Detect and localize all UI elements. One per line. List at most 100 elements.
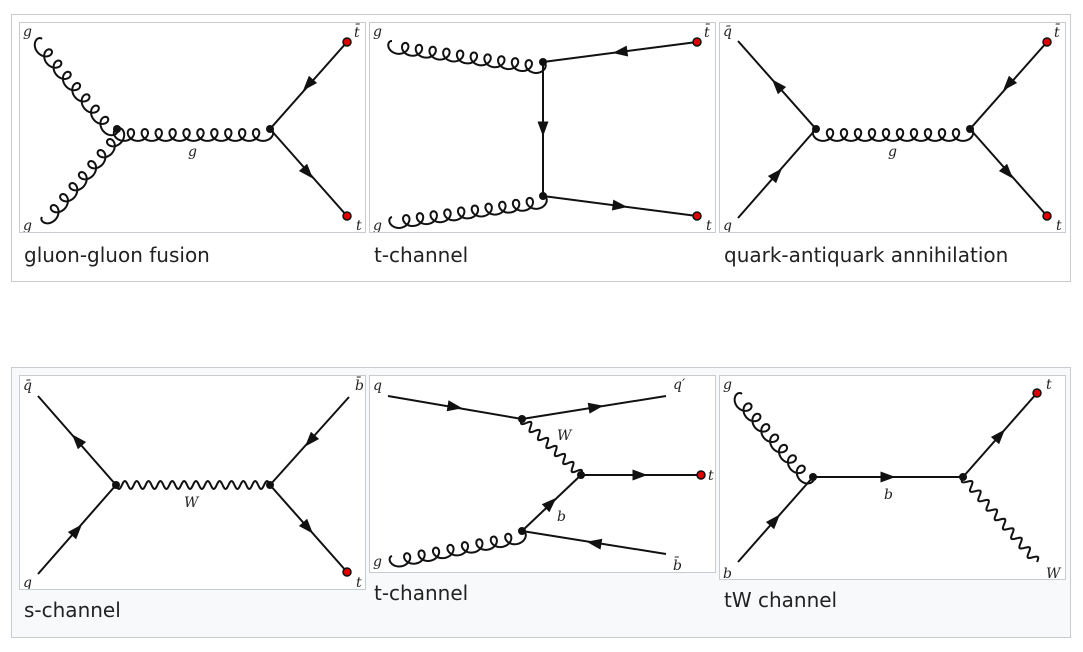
arrow — [587, 402, 604, 414]
particle-label: g — [23, 218, 32, 233]
top-quark-endpoint — [342, 567, 352, 577]
arrow — [1003, 75, 1018, 91]
arrow — [998, 163, 1013, 179]
caption-quark-antiquark-annihilation: quark-antiquark annihilation — [724, 243, 1009, 267]
top-quark-endpoint — [1042, 211, 1052, 221]
particle-label: b — [884, 487, 893, 503]
particle-label: t̄ — [704, 23, 711, 41]
vertex — [812, 125, 820, 133]
particle-label: t — [1056, 218, 1062, 233]
feynman-diagram-svg: q̄ q g t̄ t — [723, 23, 1062, 233]
particle-label: t — [356, 218, 362, 233]
w-boson-propagator — [115, 479, 271, 491]
vertex — [577, 471, 585, 479]
diagram-gluon-gluon-fusion[interactable]: g g g t̄ t — [19, 22, 366, 233]
particle-label: b̄ — [673, 556, 682, 573]
particle-label: q′ — [673, 377, 686, 393]
caption-s-channel: s-channel — [24, 598, 121, 622]
arrow — [446, 400, 463, 412]
feynman-diagram-svg: g g t̄ t — [373, 23, 712, 233]
vertex — [959, 473, 967, 481]
particle-label: W — [1046, 566, 1062, 580]
particle-label: t — [708, 468, 714, 484]
particle-label: t — [706, 218, 712, 233]
arrow — [880, 471, 896, 483]
diagram-s-channel[interactable]: q̄ q W b̄ t — [19, 375, 366, 590]
gluon-line — [387, 40, 547, 74]
gluon-line — [733, 391, 815, 485]
arrow — [611, 199, 628, 211]
top-quark-endpoint — [696, 470, 706, 480]
w-boson-line — [960, 476, 1040, 563]
arrow — [612, 45, 629, 57]
gluon-propagator — [811, 127, 975, 142]
vertex — [518, 527, 526, 535]
particle-label: g — [373, 218, 382, 233]
particle-label: W — [184, 495, 200, 511]
top-quark-endpoint — [692, 211, 702, 221]
vertex — [966, 125, 974, 133]
arrow — [990, 429, 1005, 445]
particle-label: b — [557, 509, 566, 525]
diagram-t-channel-single-top[interactable]: q q′ W t b g b̄ — [369, 375, 716, 573]
arrow — [586, 538, 603, 550]
particle-label: b — [723, 566, 732, 580]
top-quark-endpoint — [342, 37, 352, 47]
arrow — [541, 497, 557, 513]
particle-label: t — [1046, 377, 1052, 393]
w-boson-propagator — [520, 418, 583, 476]
top-quark-endpoint — [1042, 37, 1052, 47]
vertex — [539, 58, 547, 66]
caption-t-channel-single-top: t-channel — [374, 581, 469, 605]
gluon-line — [388, 195, 548, 229]
particle-label: g — [373, 24, 382, 40]
feynman-diagram-svg: q̄ q W b̄ t — [23, 376, 364, 590]
arrow — [67, 524, 82, 540]
arrow — [767, 168, 782, 184]
particle-label: b̄ — [355, 376, 364, 394]
particle-label: g — [373, 554, 382, 570]
particle-label: q — [723, 218, 732, 233]
gluon-propagator — [112, 127, 275, 142]
particle-label: q — [23, 575, 32, 590]
arrow — [765, 514, 780, 530]
vertex — [518, 415, 526, 423]
particle-label: W — [557, 428, 573, 444]
arrow — [298, 163, 313, 179]
top-quark-endpoint — [692, 37, 702, 47]
arrow — [772, 79, 787, 95]
vertex — [539, 192, 547, 200]
gallery-row-bottom: q̄ q W b̄ t s-channel q q′ — [11, 367, 1071, 638]
feynman-diagram-svg: q q′ W t b g b̄ — [373, 377, 714, 573]
top-quark-endpoint — [342, 211, 352, 221]
vertex — [809, 473, 817, 481]
vertex — [266, 481, 274, 489]
caption-tw-channel: tW channel — [724, 588, 838, 612]
caption-gluon-gluon-fusion: gluon-gluon fusion — [24, 243, 210, 267]
gallery-row-top: g g g t̄ t gluon-gluon fusion g g t̄ t — [11, 14, 1071, 282]
particle-label: g — [888, 144, 897, 160]
diagram-t-channel-top-pair[interactable]: g g t̄ t — [369, 22, 716, 233]
particle-label: g — [188, 144, 197, 160]
particle-label: t̄ — [1054, 23, 1061, 41]
gluon-line — [40, 127, 126, 225]
arrow — [305, 431, 320, 447]
diagram-tw-channel[interactable]: g b b t W — [719, 375, 1066, 580]
arrow — [298, 518, 313, 534]
vertex — [266, 125, 274, 133]
feynman-diagram-svg: g b b t W — [723, 377, 1062, 580]
diagram-quark-antiquark-annihilation[interactable]: q̄ q g t̄ t — [719, 22, 1066, 233]
vertex — [112, 481, 120, 489]
particle-label: q — [373, 378, 382, 394]
arrow — [537, 121, 549, 137]
arrow — [303, 75, 318, 91]
particle-label: t — [356, 575, 362, 590]
caption-t-channel: t-channel — [374, 243, 469, 267]
vertex — [113, 125, 121, 133]
feynman-diagram-svg: g g g t̄ t — [23, 23, 362, 233]
top-quark-endpoint — [1032, 388, 1042, 398]
arrow — [632, 469, 648, 481]
particle-label: t̄ — [354, 23, 361, 41]
particle-label: g — [23, 24, 32, 40]
particle-label: q̄ — [723, 24, 732, 40]
